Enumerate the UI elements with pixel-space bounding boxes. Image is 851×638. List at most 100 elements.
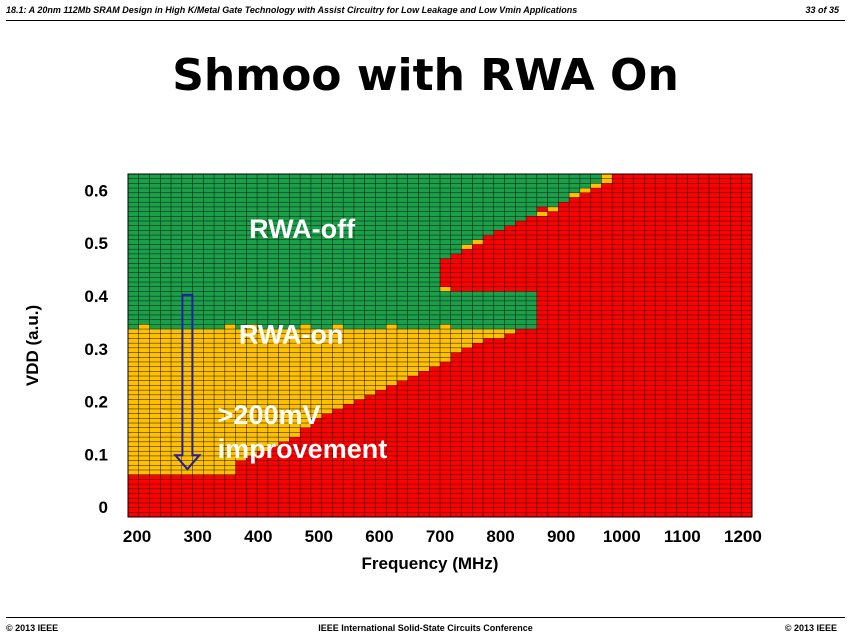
- shmoo-cell: [278, 366, 290, 372]
- shmoo-cell: [633, 502, 645, 508]
- shmoo-cell: [203, 333, 215, 339]
- shmoo-cell: [149, 211, 161, 217]
- shmoo-cell: [203, 319, 215, 325]
- shmoo-cell: [590, 361, 602, 367]
- shmoo-cell: [332, 413, 344, 419]
- shmoo-cell: [515, 178, 527, 184]
- shmoo-cell: [418, 253, 430, 259]
- shmoo-cell: [730, 183, 742, 189]
- shmoo-cell: [741, 178, 752, 184]
- shmoo-cell: [332, 432, 344, 438]
- shmoo-cell: [504, 474, 516, 480]
- shmoo-cell: [515, 488, 527, 494]
- shmoo-cell: [203, 399, 215, 405]
- shmoo-cell: [138, 455, 150, 461]
- shmoo-cell: [353, 446, 365, 452]
- shmoo-cell: [515, 282, 527, 287]
- shmoo-cell: [246, 314, 258, 320]
- shmoo-cell: [353, 451, 365, 456]
- shmoo-cell: [515, 197, 527, 203]
- shmoo-cell: [407, 366, 419, 372]
- shmoo-cell: [741, 253, 752, 259]
- shmoo-cell: [676, 249, 688, 254]
- shmoo-cell: [504, 399, 516, 405]
- shmoo-cell: [343, 230, 354, 236]
- shmoo-cell: [569, 465, 580, 471]
- shmoo-cell: [235, 272, 247, 278]
- shmoo-cell: [257, 192, 268, 198]
- shmoo-cell: [407, 211, 419, 217]
- shmoo-cell: [407, 206, 419, 212]
- shmoo-cell: [386, 188, 397, 193]
- shmoo-cell: [708, 493, 720, 499]
- shmoo-cell: [149, 253, 161, 259]
- shmoo-cell: [730, 188, 742, 193]
- shmoo-cell: [708, 413, 720, 419]
- shmoo-cell: [224, 423, 236, 428]
- shmoo-cell: [644, 220, 656, 226]
- shmoo-cell: [407, 451, 419, 456]
- shmoo-cell: [730, 197, 742, 203]
- shmoo-cell: [353, 390, 365, 395]
- shmoo-cell: [590, 324, 602, 330]
- shmoo-cell: [343, 296, 354, 301]
- shmoo-cell: [741, 249, 752, 254]
- shmoo-cell: [396, 427, 408, 433]
- shmoo-cell: [396, 347, 408, 353]
- shmoo-cell: [569, 174, 580, 179]
- shmoo-cell: [267, 202, 279, 207]
- shmoo-cell: [676, 512, 688, 517]
- shmoo-cell: [364, 394, 376, 400]
- shmoo-cell: [353, 507, 365, 513]
- shmoo-cell: [590, 206, 602, 212]
- shmoo-cell: [138, 263, 150, 268]
- shmoo-cell: [601, 474, 613, 480]
- shmoo-cell: [644, 451, 656, 456]
- shmoo-cell: [644, 258, 656, 264]
- shmoo-cell: [332, 300, 344, 306]
- shmoo-cell: [676, 390, 688, 395]
- shmoo-cell: [257, 427, 268, 433]
- shmoo-cell: [633, 432, 645, 438]
- shmoo-cell: [396, 432, 408, 438]
- shmoo-cell: [257, 305, 268, 311]
- shmoo-cell: [536, 244, 548, 250]
- shmoo-cell: [289, 460, 301, 466]
- shmoo-cell: [138, 296, 150, 301]
- shmoo-cell: [181, 488, 193, 494]
- shmoo-cell: [644, 507, 656, 513]
- shmoo-cell: [601, 282, 613, 287]
- shmoo-cell: [612, 479, 623, 485]
- shmoo-cell: [224, 437, 236, 442]
- shmoo-cell: [665, 427, 677, 433]
- shmoo-cell: [515, 202, 527, 207]
- shmoo-cell: [278, 470, 290, 475]
- shmoo-cell: [569, 455, 580, 461]
- shmoo-cell: [536, 319, 548, 325]
- shmoo-cell: [267, 376, 279, 381]
- shmoo-cell: [698, 451, 709, 456]
- shmoo-cell: [138, 347, 150, 353]
- shmoo-cell: [289, 263, 301, 268]
- shmoo-cell: [687, 258, 699, 264]
- shmoo-cell: [429, 347, 440, 353]
- shmoo-cell: [633, 437, 645, 442]
- shmoo-cell: [364, 174, 376, 179]
- shmoo-cell: [730, 380, 742, 386]
- shmoo-cell: [224, 244, 236, 250]
- shmoo-cell: [665, 216, 677, 221]
- shmoo-cell: [375, 366, 387, 372]
- shmoo-cell: [128, 291, 139, 297]
- shmoo-cell: [235, 347, 247, 353]
- shmoo-cell: [450, 470, 462, 475]
- shmoo-cell: [536, 267, 548, 273]
- shmoo-cell: [708, 286, 720, 292]
- shmoo-cell: [128, 235, 139, 240]
- shmoo-cell: [310, 258, 322, 264]
- shmoo-cell: [300, 324, 311, 330]
- shmoo-cell: [698, 230, 709, 236]
- shmoo-cell: [687, 310, 699, 315]
- shmoo-cell: [655, 277, 666, 283]
- shmoo-cell: [676, 258, 688, 264]
